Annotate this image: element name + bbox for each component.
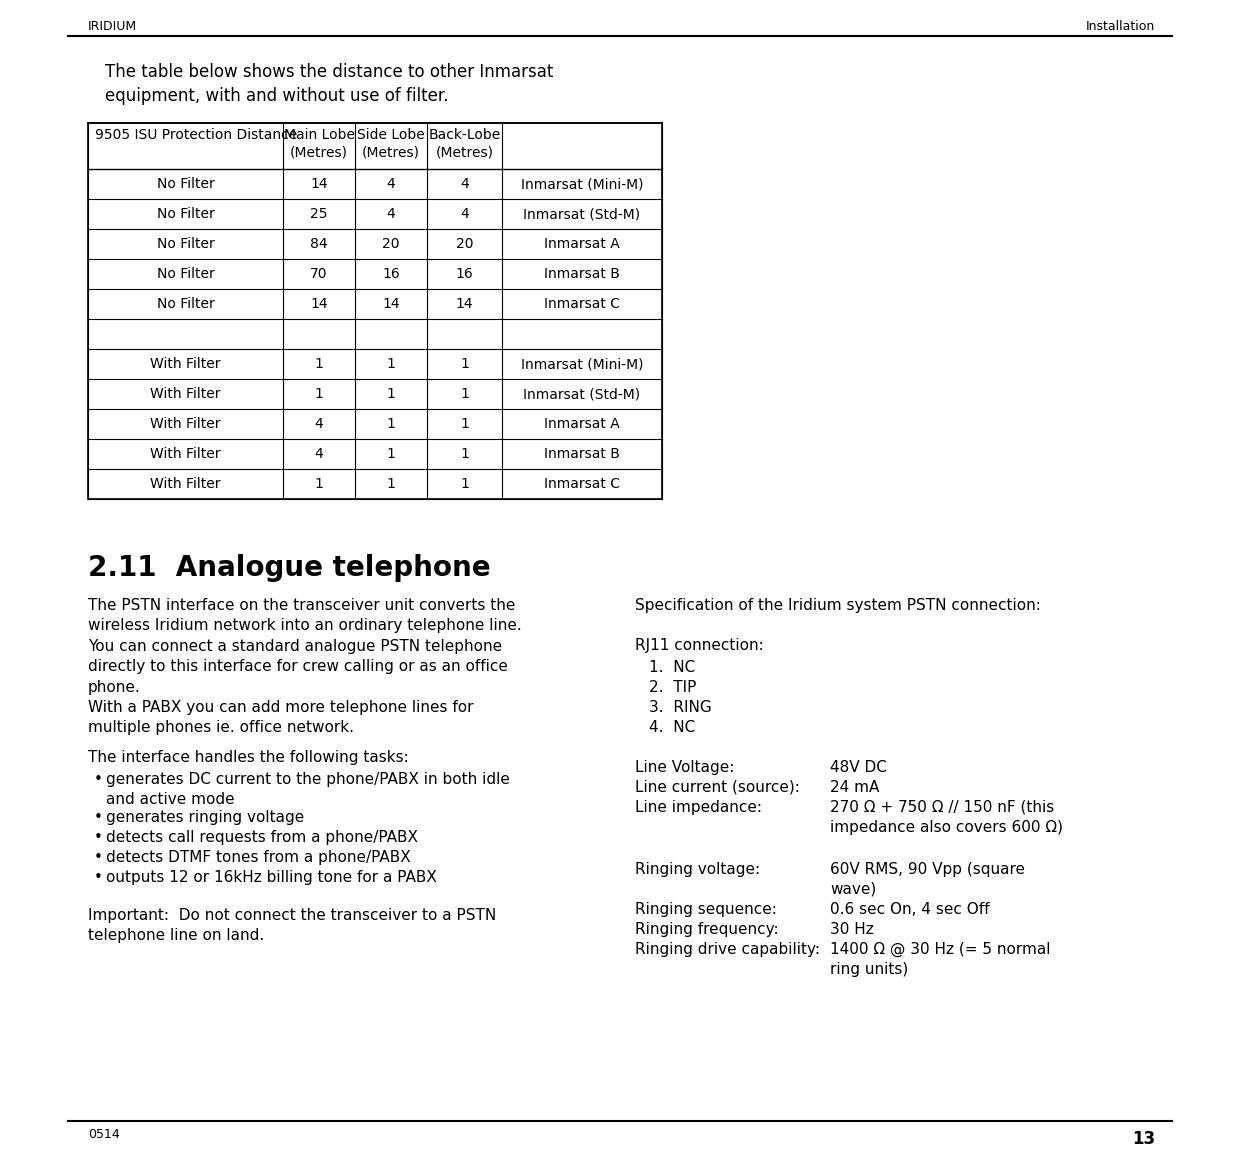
Text: 4: 4	[460, 178, 469, 192]
Text: 9505 ISU Protection Distance: 9505 ISU Protection Distance	[95, 128, 298, 142]
Text: With Filter: With Filter	[150, 387, 221, 401]
Text: 4: 4	[460, 207, 469, 221]
Text: IRIDIUM: IRIDIUM	[88, 20, 138, 33]
Text: Important:  Do not connect the transceiver to a PSTN
telephone line on land.: Important: Do not connect the transceive…	[88, 908, 496, 944]
Text: Ringing drive capability:: Ringing drive capability:	[635, 943, 820, 957]
Text: Line impedance:: Line impedance:	[635, 800, 763, 815]
Text: 4: 4	[387, 178, 396, 192]
Text: Line Voltage:: Line Voltage:	[635, 760, 734, 776]
Text: 1: 1	[460, 357, 469, 371]
Text: 4: 4	[315, 447, 324, 461]
Text: •: •	[94, 870, 103, 885]
Text: equipment, with and without use of filter.: equipment, with and without use of filte…	[105, 86, 449, 105]
Text: No Filter: No Filter	[156, 267, 215, 281]
Text: 4: 4	[315, 417, 324, 431]
Text: 0.6 sec On, 4 sec Off: 0.6 sec On, 4 sec Off	[830, 902, 990, 917]
Text: detects call requests from a phone/PABX: detects call requests from a phone/PABX	[105, 830, 418, 844]
Text: 1: 1	[387, 387, 396, 401]
Text: 84: 84	[310, 237, 327, 251]
Text: 14: 14	[455, 297, 474, 311]
Text: generates DC current to the phone/PABX in both idle
and active mode: generates DC current to the phone/PABX i…	[105, 772, 510, 807]
Text: The table below shows the distance to other Inmarsat: The table below shows the distance to ot…	[105, 63, 553, 81]
Text: Inmarsat (Mini-M): Inmarsat (Mini-M)	[521, 178, 644, 192]
Text: 1400 Ω @ 30 Hz (= 5 normal
ring units): 1400 Ω @ 30 Hz (= 5 normal ring units)	[830, 943, 1050, 976]
Text: detects DTMF tones from a phone/PABX: detects DTMF tones from a phone/PABX	[105, 850, 410, 865]
Text: •: •	[94, 850, 103, 865]
Text: Side Lobe
(Metres): Side Lobe (Metres)	[357, 128, 425, 159]
Text: Line current (source):: Line current (source):	[635, 780, 800, 795]
Text: 1: 1	[460, 417, 469, 431]
Text: 270 Ω + 750 Ω // 150 nF (this
impedance also covers 600 Ω): 270 Ω + 750 Ω // 150 nF (this impedance …	[830, 800, 1063, 835]
Text: With Filter: With Filter	[150, 417, 221, 431]
Text: 1: 1	[387, 447, 396, 461]
Text: Inmarsat A: Inmarsat A	[544, 417, 620, 431]
Text: •: •	[94, 809, 103, 825]
Text: Ringing frequency:: Ringing frequency:	[635, 922, 779, 937]
Text: 60V RMS, 90 Vpp (square
wave): 60V RMS, 90 Vpp (square wave)	[830, 862, 1025, 897]
Text: 30 Hz: 30 Hz	[830, 922, 874, 937]
Text: Inmarsat C: Inmarsat C	[544, 297, 620, 311]
Text: 1.  NC: 1. NC	[649, 660, 696, 675]
Bar	[88, 123, 662, 499]
Text: Inmarsat B: Inmarsat B	[544, 447, 620, 461]
Text: No Filter: No Filter	[156, 178, 215, 192]
Text: With Filter: With Filter	[150, 357, 221, 371]
Text: Installation: Installation	[1086, 20, 1154, 33]
Text: Inmarsat B: Inmarsat B	[544, 267, 620, 281]
Text: 1: 1	[315, 477, 324, 491]
Text: No Filter: No Filter	[156, 207, 215, 221]
Text: 25: 25	[310, 207, 327, 221]
Text: With Filter: With Filter	[150, 447, 221, 461]
Text: The PSTN interface on the transceiver unit converts the
wireless Iridium network: The PSTN interface on the transceiver un…	[88, 598, 522, 736]
Text: 1: 1	[315, 387, 324, 401]
Text: 20: 20	[382, 237, 399, 251]
Text: 24 mA: 24 mA	[830, 780, 879, 795]
Text: 1: 1	[387, 417, 396, 431]
Text: No Filter: No Filter	[156, 297, 215, 311]
Text: Main Lobe
(Metres): Main Lobe (Metres)	[284, 128, 355, 159]
Text: •: •	[94, 772, 103, 787]
Text: 13: 13	[1132, 1129, 1154, 1148]
Text: 1: 1	[315, 357, 324, 371]
Text: outputs 12 or 16kHz billing tone for a PABX: outputs 12 or 16kHz billing tone for a P…	[105, 870, 436, 885]
Text: 2.  TIP: 2. TIP	[649, 680, 697, 695]
Text: 14: 14	[382, 297, 399, 311]
Text: •: •	[94, 830, 103, 844]
Text: 14: 14	[310, 297, 327, 311]
Text: Specification of the Iridium system PSTN connection:: Specification of the Iridium system PSTN…	[635, 598, 1040, 613]
Text: 0514: 0514	[88, 1128, 120, 1141]
Text: The interface handles the following tasks:: The interface handles the following task…	[88, 750, 409, 765]
Text: 16: 16	[455, 267, 474, 281]
Text: Back-Lobe
(Metres): Back-Lobe (Metres)	[428, 128, 501, 159]
Text: Ringing voltage:: Ringing voltage:	[635, 862, 760, 877]
Text: 16: 16	[382, 267, 399, 281]
Text: 1: 1	[387, 477, 396, 491]
Text: Inmarsat (Mini-M): Inmarsat (Mini-M)	[521, 357, 644, 371]
Text: Inmarsat A: Inmarsat A	[544, 237, 620, 251]
Text: 20: 20	[456, 237, 474, 251]
Text: 1: 1	[460, 387, 469, 401]
Text: Inmarsat (Std-M): Inmarsat (Std-M)	[523, 387, 641, 401]
Text: 1: 1	[387, 357, 396, 371]
Text: 3.  RING: 3. RING	[649, 700, 712, 715]
Text: 70: 70	[310, 267, 327, 281]
Text: RJ11 connection:: RJ11 connection:	[635, 638, 764, 653]
Text: With Filter: With Filter	[150, 477, 221, 491]
Text: 4.  NC: 4. NC	[649, 719, 696, 735]
Text: 1: 1	[460, 477, 469, 491]
Text: 1: 1	[460, 447, 469, 461]
Text: Inmarsat (Std-M): Inmarsat (Std-M)	[523, 207, 641, 221]
Text: 48V DC: 48V DC	[830, 760, 887, 776]
Text: 14: 14	[310, 178, 327, 192]
Text: 4: 4	[387, 207, 396, 221]
Text: Inmarsat C: Inmarsat C	[544, 477, 620, 491]
Text: generates ringing voltage: generates ringing voltage	[105, 809, 304, 825]
Text: No Filter: No Filter	[156, 237, 215, 251]
Text: 2.11  Analogue telephone: 2.11 Analogue telephone	[88, 554, 491, 582]
Text: Ringing sequence:: Ringing sequence:	[635, 902, 777, 917]
